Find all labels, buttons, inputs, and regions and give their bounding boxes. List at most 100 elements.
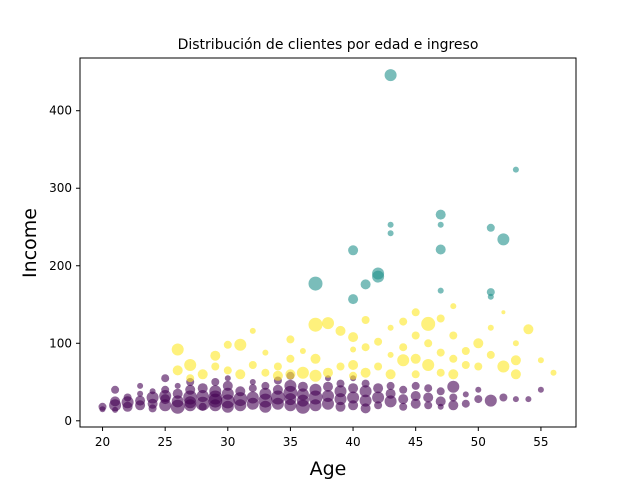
data-point bbox=[384, 69, 397, 82]
data-point bbox=[461, 399, 470, 408]
data-point bbox=[221, 387, 234, 400]
y-tick-label: 300 bbox=[49, 181, 72, 195]
data-point bbox=[387, 351, 394, 358]
x-tick-label: 45 bbox=[408, 435, 423, 449]
data-point bbox=[248, 384, 257, 393]
data-point bbox=[224, 375, 231, 382]
data-point bbox=[497, 233, 510, 246]
data-point bbox=[272, 370, 283, 381]
data-point bbox=[323, 381, 333, 392]
data-point bbox=[411, 370, 420, 379]
data-point bbox=[184, 359, 197, 371]
data-point bbox=[486, 350, 495, 359]
data-point bbox=[501, 310, 506, 315]
data-point bbox=[286, 354, 295, 363]
data-point bbox=[111, 385, 120, 394]
data-point bbox=[171, 395, 184, 408]
data-point bbox=[385, 369, 396, 380]
data-point bbox=[448, 369, 459, 380]
data-point bbox=[174, 382, 181, 389]
data-point bbox=[211, 362, 220, 371]
data-point bbox=[347, 391, 360, 404]
y-tick-label: 400 bbox=[49, 104, 72, 118]
data-point bbox=[112, 406, 119, 413]
data-point bbox=[448, 400, 459, 411]
data-point bbox=[235, 386, 246, 397]
data-point bbox=[309, 369, 322, 382]
data-point bbox=[272, 384, 283, 395]
data-point bbox=[360, 279, 371, 290]
data-point bbox=[537, 357, 544, 364]
data-point bbox=[336, 379, 345, 388]
data-point bbox=[222, 380, 233, 391]
data-point bbox=[185, 384, 196, 395]
data-point bbox=[374, 337, 383, 346]
data-point bbox=[309, 383, 322, 396]
data-point bbox=[411, 331, 420, 340]
data-point bbox=[550, 369, 557, 376]
data-point bbox=[422, 359, 435, 371]
data-point bbox=[484, 394, 497, 407]
data-point bbox=[423, 392, 434, 403]
data-point bbox=[384, 395, 397, 408]
data-point bbox=[398, 394, 409, 405]
data-point bbox=[435, 396, 446, 407]
data-point bbox=[310, 353, 321, 364]
data-point bbox=[348, 383, 359, 394]
x-axis: 20 25 30 35 40 45 50 55 bbox=[95, 427, 549, 449]
data-point bbox=[450, 303, 457, 310]
data-point bbox=[149, 388, 156, 395]
data-point bbox=[449, 354, 458, 363]
x-axis-label: Age bbox=[310, 458, 347, 480]
data-point bbox=[474, 362, 483, 371]
data-point bbox=[235, 369, 246, 380]
data-point bbox=[497, 360, 510, 373]
data-point bbox=[348, 332, 359, 343]
data-point bbox=[424, 401, 433, 410]
data-point bbox=[198, 402, 207, 411]
data-point bbox=[462, 391, 469, 398]
data-point bbox=[435, 209, 446, 220]
data-point bbox=[110, 396, 121, 407]
data-point bbox=[397, 354, 410, 367]
data-point bbox=[184, 396, 197, 409]
data-point bbox=[525, 396, 532, 403]
data-point bbox=[512, 166, 519, 173]
data-point bbox=[286, 335, 295, 344]
data-point bbox=[308, 317, 323, 332]
data-point bbox=[210, 350, 221, 361]
y-tick-label: 200 bbox=[49, 259, 72, 273]
data-point bbox=[336, 362, 345, 371]
data-point bbox=[262, 349, 269, 356]
data-point bbox=[361, 343, 370, 352]
data-point bbox=[436, 314, 445, 323]
data-point bbox=[510, 369, 521, 380]
data-point bbox=[296, 388, 309, 401]
data-point bbox=[273, 362, 282, 371]
data-point bbox=[399, 317, 408, 326]
data-point bbox=[486, 223, 495, 232]
data-point bbox=[270, 390, 285, 405]
y-axis: 0 100 200 300 400 bbox=[49, 104, 80, 428]
data-point bbox=[359, 385, 372, 398]
data-point bbox=[208, 393, 223, 408]
y-tick-label: 0 bbox=[64, 414, 72, 428]
x-tick-label: 20 bbox=[95, 435, 110, 449]
data-point bbox=[461, 347, 470, 355]
data-point bbox=[410, 391, 421, 401]
data-point bbox=[246, 391, 259, 404]
data-point bbox=[374, 362, 383, 371]
data-point bbox=[410, 353, 421, 364]
data-point bbox=[322, 390, 334, 402]
data-point bbox=[248, 361, 257, 369]
data-point bbox=[299, 348, 306, 354]
data-point bbox=[372, 270, 385, 283]
data-point bbox=[461, 361, 470, 369]
data-point bbox=[334, 385, 347, 398]
data-point bbox=[249, 327, 256, 334]
data-point bbox=[411, 381, 420, 390]
data-point bbox=[172, 365, 183, 376]
data-point bbox=[223, 340, 232, 349]
data-point bbox=[474, 395, 483, 404]
